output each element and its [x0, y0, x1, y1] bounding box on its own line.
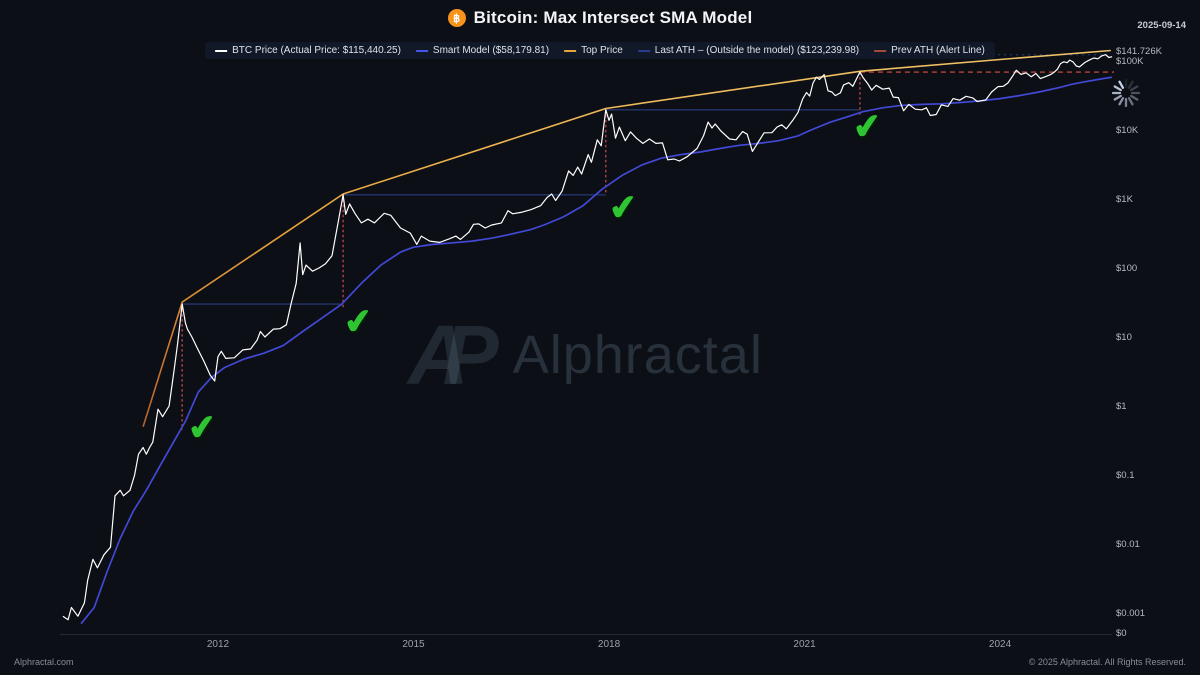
y-axis-label: $141.726K	[1116, 45, 1162, 57]
legend-swatch	[564, 49, 577, 52]
y-axis-label: $0	[1116, 628, 1127, 639]
y-axis-label: $0.1	[1116, 470, 1135, 481]
legend-swatch	[874, 49, 887, 52]
chart-legend: BTC Price (Actual Price: $115,440.25) Sma…	[205, 42, 995, 59]
legend-swatch	[415, 49, 428, 52]
legend-item[interactable]: Smart Model ($58,179.81)	[415, 45, 550, 56]
y-axis-label: $1K	[1116, 194, 1133, 205]
model-intersect-checkmark-icon: ✔	[185, 407, 219, 449]
legend-label: Top Price	[581, 45, 623, 56]
y-axis-label: $10K	[1116, 125, 1139, 136]
x-axis-label: 2015	[402, 639, 425, 650]
x-axis-label: 2012	[206, 639, 230, 650]
x-axis-line	[60, 634, 1112, 635]
legend-swatch	[215, 49, 228, 52]
y-axis-label: $100	[1116, 263, 1138, 274]
legend-swatch	[637, 49, 650, 52]
y-axis-label: $1	[1116, 401, 1127, 412]
y-axis-label: $10	[1116, 332, 1132, 343]
footer-site-link: Alphractal.com	[14, 657, 74, 667]
chart-date: 2025-09-14	[1137, 20, 1186, 31]
y-axis-label: $0.001	[1116, 608, 1146, 619]
legend-item[interactable]: Last ATH – (Outside the model) ($123,239…	[637, 45, 860, 56]
legend-label: Last ATH – (Outside the model) ($123,239…	[654, 45, 860, 56]
model-intersect-checkmark-icon: ✔	[606, 187, 640, 229]
legend-label: BTC Price (Actual Price: $115,440.25)	[232, 45, 401, 56]
footer-copyright: © 2025 Alphractal. All Rights Reserved.	[1028, 657, 1186, 667]
x-axis-label: 2021	[793, 639, 816, 650]
legend-label: Prev ATH (Alert Line)	[891, 45, 985, 56]
loading-spinner-icon	[1111, 78, 1141, 108]
model-intersect-checkmark-icon: ✔	[851, 106, 884, 148]
legend-item[interactable]: Prev ATH (Alert Line)	[874, 45, 985, 56]
legend-item[interactable]: Top Price	[564, 45, 623, 56]
chart-header: ฿ Bitcoin: Max Intersect SMA Model	[0, 8, 1200, 28]
y-axis-label: $100K	[1116, 56, 1144, 67]
y-axis-label: $0.01	[1116, 539, 1140, 550]
model-intersect-checkmark-icon: ✔	[342, 301, 375, 343]
legend-item[interactable]: BTC Price (Actual Price: $115,440.25)	[215, 45, 401, 56]
bitcoin-icon: ฿	[447, 9, 466, 27]
page-title: Bitcoin: Max Intersect SMA Model	[473, 8, 753, 27]
legend-label: Smart Model ($58,179.81)	[432, 45, 550, 56]
x-axis-label: 2018	[597, 639, 621, 650]
x-axis-label: 2024	[988, 639, 1012, 650]
